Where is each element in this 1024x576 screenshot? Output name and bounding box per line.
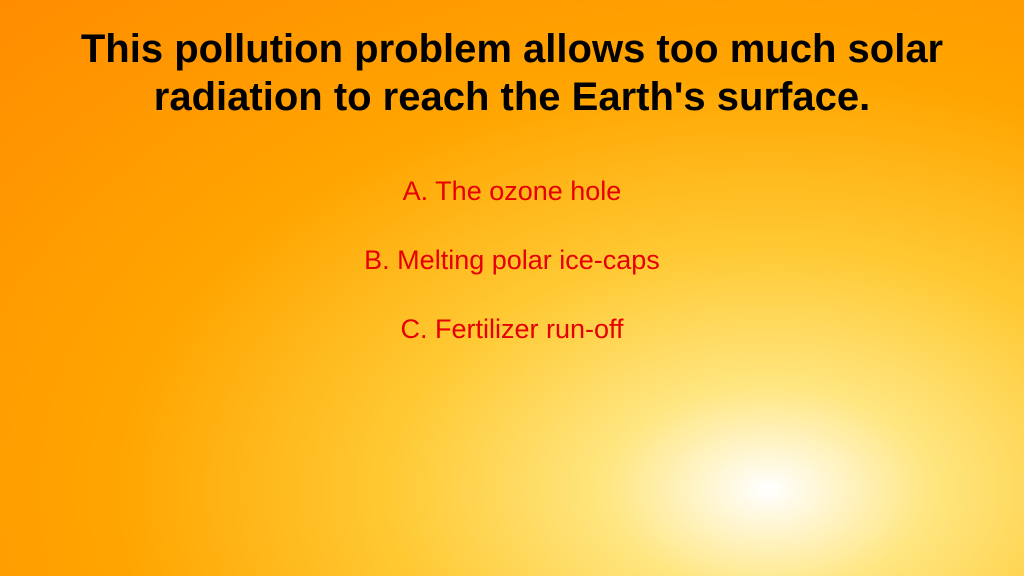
answer-option-b[interactable]: B. Melting polar ice-caps [364, 245, 660, 276]
answer-list: A. The ozone hole B. Melting polar ice-c… [364, 176, 660, 345]
answer-option-c[interactable]: C. Fertilizer run-off [400, 314, 623, 345]
question-text: This pollution problem allows too much s… [52, 25, 972, 121]
answer-option-a[interactable]: A. The ozone hole [403, 176, 622, 207]
quiz-slide: This pollution problem allows too much s… [0, 0, 1024, 576]
